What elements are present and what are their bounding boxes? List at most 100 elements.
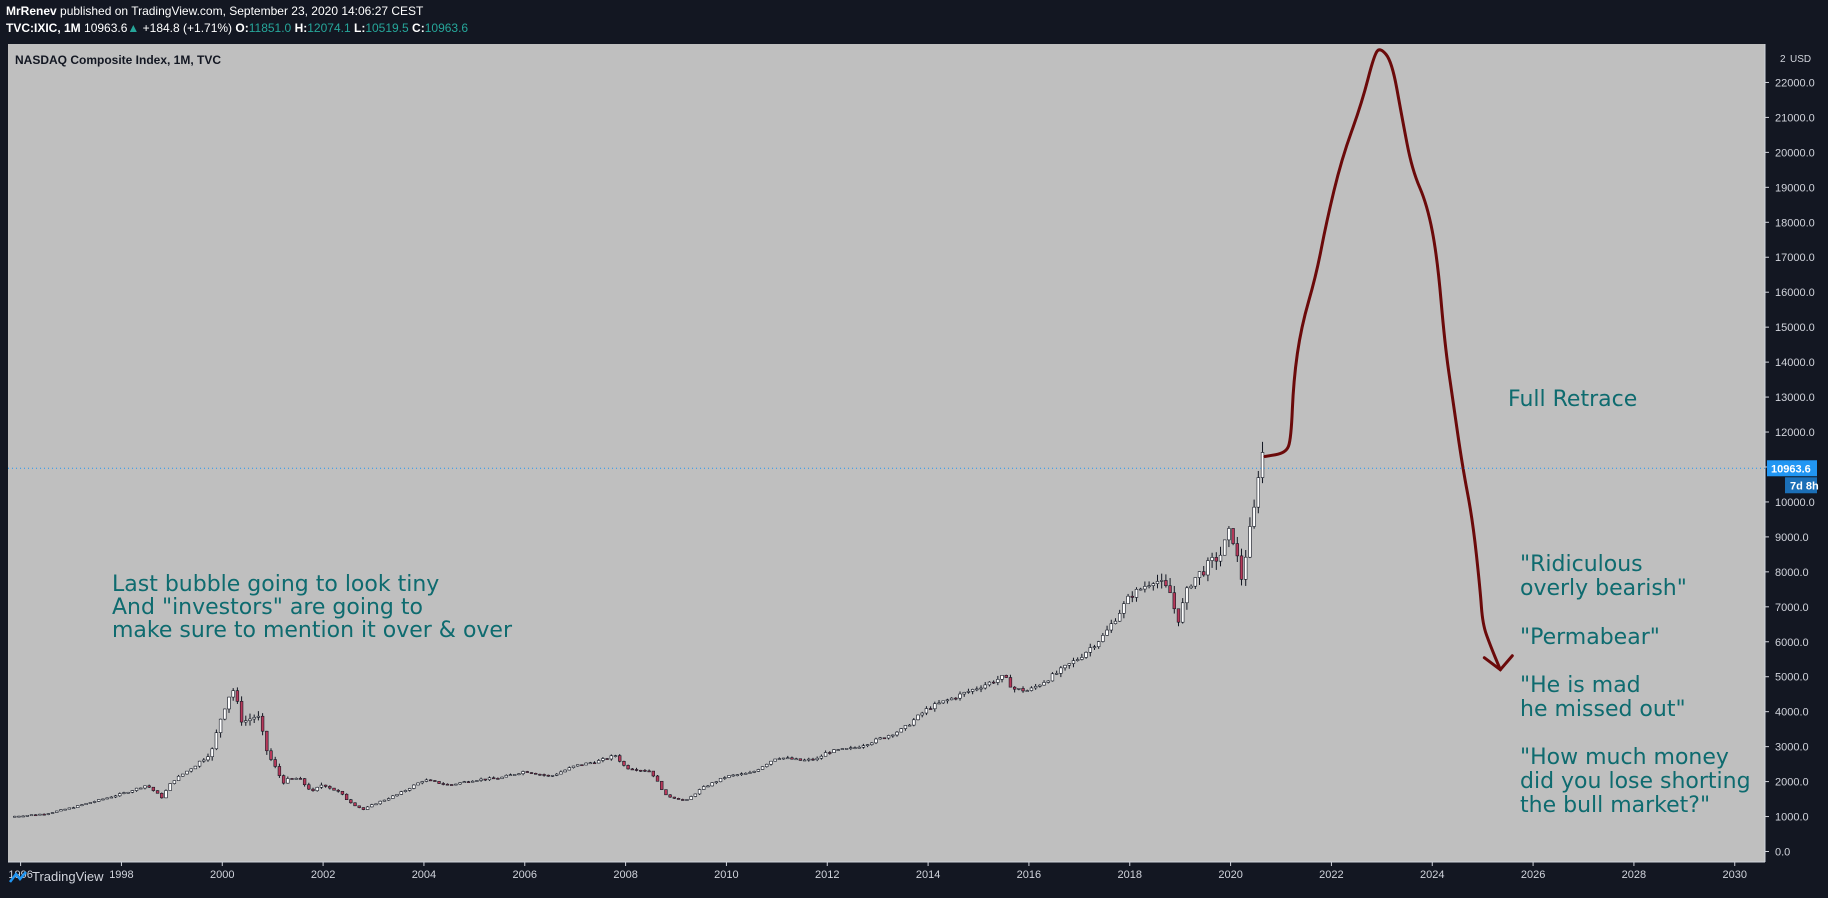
- candle: [433, 780, 437, 782]
- candle: [323, 784, 328, 788]
- candle: [534, 772, 538, 775]
- candle: [420, 780, 424, 785]
- candle: [618, 754, 622, 763]
- y-tick-label: 3000.0: [1775, 742, 1809, 754]
- candle: [269, 748, 273, 762]
- candle: [899, 728, 903, 733]
- candle: [626, 764, 630, 770]
- candle: [88, 802, 93, 804]
- candle: [34, 814, 38, 817]
- x-tick-label: 1996: [8, 869, 32, 881]
- footer-brand[interactable]: TradingView: [8, 869, 104, 884]
- candle: [1071, 657, 1076, 668]
- candle: [1122, 601, 1126, 619]
- candle: [903, 725, 908, 731]
- candle: [723, 776, 727, 780]
- candle: [1227, 526, 1231, 548]
- candle: [870, 742, 874, 746]
- candle: [428, 779, 433, 782]
- candle: [294, 777, 298, 780]
- candle: [1244, 550, 1248, 586]
- candle: [895, 731, 899, 737]
- price-axis[interactable]: [1765, 44, 1825, 862]
- candle: [105, 797, 109, 800]
- candle: [823, 750, 828, 757]
- candle: [479, 777, 483, 782]
- candle: [1008, 674, 1013, 688]
- time-axis[interactable]: [8, 862, 1825, 882]
- candle: [260, 713, 265, 736]
- candle: [798, 758, 803, 761]
- candle: [382, 799, 387, 802]
- candle: [731, 774, 735, 777]
- up-triangle-icon: ▲: [127, 21, 140, 35]
- candle: [958, 691, 962, 701]
- plot-area[interactable]: [8, 44, 1765, 862]
- candle: [844, 748, 849, 750]
- open-label: O:: [235, 21, 249, 35]
- y-tick-label: 8000.0: [1775, 567, 1809, 579]
- candle: [962, 691, 966, 697]
- candle: [576, 764, 580, 767]
- ohlc-line: TVC:IXIC, 1M 10963.6▲ +184.8 (+1.71%) O:…: [6, 21, 468, 35]
- y-tick-label: 14000.0: [1775, 357, 1815, 369]
- candle: [307, 782, 311, 790]
- candle: [660, 780, 664, 791]
- publish-info: published on TradingView.com, September …: [60, 4, 424, 18]
- candle: [1168, 578, 1172, 594]
- y-tick-label: 2000.0: [1775, 777, 1809, 789]
- candle: [139, 787, 143, 790]
- candle: [1042, 680, 1046, 686]
- candle: [1092, 644, 1097, 650]
- candle: [777, 757, 782, 760]
- candle: [92, 800, 97, 804]
- candle: [685, 799, 689, 801]
- candle: [328, 785, 332, 790]
- candle: [651, 770, 655, 778]
- candle: [1017, 688, 1021, 691]
- candle: [1151, 582, 1155, 591]
- candle: [815, 756, 819, 762]
- high-value: 12074.1: [307, 21, 351, 35]
- candle: [441, 782, 445, 786]
- candle: [571, 765, 576, 769]
- y-tick-label: 21000.0: [1775, 112, 1815, 124]
- candle: [315, 786, 319, 792]
- author-name[interactable]: MrRenev: [6, 4, 57, 18]
- candle: [265, 730, 269, 755]
- candle: [525, 770, 529, 773]
- y-tick-label: 6000.0: [1775, 637, 1809, 649]
- candle: [1181, 598, 1185, 624]
- candle: [21, 815, 25, 818]
- candle: [1160, 573, 1164, 589]
- candle: [109, 796, 114, 799]
- candle: [437, 781, 441, 784]
- candle: [1134, 587, 1139, 602]
- candle: [1223, 539, 1227, 556]
- candle: [828, 751, 832, 755]
- candle: [496, 777, 500, 780]
- x-tick-label: 2018: [1118, 869, 1142, 881]
- candle: [202, 758, 206, 763]
- candle: [979, 685, 983, 693]
- candle: [920, 711, 924, 718]
- candle: [67, 807, 72, 810]
- candle: [1260, 441, 1265, 484]
- candle: [344, 793, 349, 800]
- candle: [949, 697, 954, 701]
- candle: [916, 714, 920, 721]
- candle: [634, 767, 639, 772]
- candle: [790, 756, 794, 760]
- candle: [71, 806, 76, 809]
- candle: [63, 808, 67, 811]
- candle: [1130, 591, 1134, 603]
- x-tick-label: 2030: [1723, 869, 1747, 881]
- x-tick-label: 2014: [916, 869, 940, 881]
- candle: [298, 776, 303, 780]
- x-tick-label: 2028: [1622, 869, 1646, 881]
- candle: [223, 708, 227, 721]
- candle: [1088, 643, 1092, 657]
- candle: [681, 798, 685, 801]
- candle: [676, 797, 681, 800]
